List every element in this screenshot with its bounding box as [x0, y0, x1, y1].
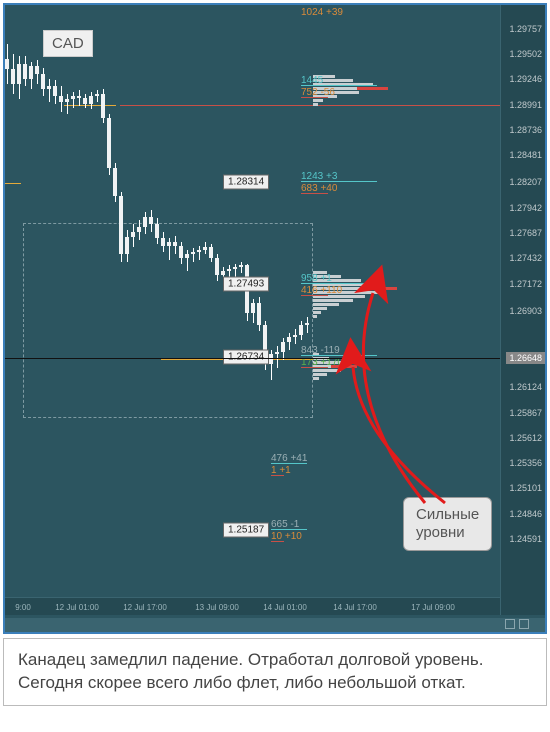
price-label: 1.27493 — [223, 277, 269, 292]
y-tick: 1.25867 — [509, 408, 542, 418]
y-tick: 1.26124 — [509, 382, 542, 392]
current-price-hline — [5, 358, 504, 359]
y-tick: 1.29757 — [509, 24, 542, 34]
info-value-top: 665 -1 — [271, 519, 299, 530]
caption-box: Канадец замедлил падение. Отработал долг… — [3, 638, 547, 706]
y-tick: 1.28736 — [509, 125, 542, 135]
y-tick: 1.27687 — [509, 228, 542, 238]
price-label: 1.25187 — [223, 523, 269, 538]
info-value-top: 1024 +39 — [301, 7, 343, 18]
y-tick: 1.28991 — [509, 100, 542, 110]
x-tick: 14 Jul 01:00 — [263, 603, 307, 612]
info-value-top: 1445 — [301, 75, 323, 86]
status-icon[interactable] — [505, 619, 515, 629]
chart-area[interactable]: 1.28314 1.27493 1.26734 1.25187 1024 +39 144… — [5, 5, 504, 615]
x-tick: 9:00 — [15, 603, 31, 612]
y-tick: 1.29246 — [509, 74, 542, 84]
y-tick: 1.29502 — [509, 49, 542, 59]
status-bar — [5, 618, 545, 632]
y-tick: 1.25356 — [509, 458, 542, 468]
info-value-bot: 752 -56 — [301, 87, 335, 98]
x-tick: 17 Jul 09:00 — [411, 603, 455, 612]
y-tick: 1.26903 — [509, 306, 542, 316]
y-axis: 1.29757 1.29502 1.29246 1.28991 1.28736 1.284… — [500, 5, 545, 615]
price-label: 1.28314 — [223, 175, 269, 190]
y-tick: 1.28481 — [509, 150, 542, 160]
info-value-bot: 1 +1 — [271, 465, 291, 476]
x-tick: 12 Jul 01:00 — [55, 603, 99, 612]
y-tick: 1.28207 — [509, 177, 542, 187]
info-value-bot: 10 +10 — [271, 531, 302, 542]
y-tick: 1.27942 — [509, 203, 542, 213]
x-tick: 12 Jul 17:00 — [123, 603, 167, 612]
x-axis: 9:00 12 Jul 01:00 12 Jul 17:00 13 Jul 09:00… — [5, 597, 504, 615]
status-icon[interactable] — [519, 619, 529, 629]
y-tick: 1.24846 — [509, 509, 542, 519]
callout-strong-levels: Сильные уровни — [403, 497, 492, 551]
info-value-top: 958 +1 — [301, 273, 332, 284]
chart-frame: 1.28314 1.27493 1.26734 1.25187 1024 +39 144… — [3, 3, 547, 634]
info-value-bot: 416 +110 — [301, 285, 342, 296]
y-tick: 1.24591 — [509, 534, 542, 544]
info-value-top: 1243 +3 — [301, 171, 337, 182]
price-label: 1.26734 — [223, 350, 269, 365]
info-value-bot: 683 +40 — [301, 183, 337, 194]
y-current-price: 1.26648 — [506, 352, 545, 364]
x-tick: 14 Jul 17:00 — [333, 603, 377, 612]
y-tick: 1.25101 — [509, 483, 542, 493]
y-tick: 1.27172 — [509, 279, 542, 289]
y-tick: 1.27432 — [509, 253, 542, 263]
x-tick: 13 Jul 09:00 — [195, 603, 239, 612]
y-tick: 1.25612 — [509, 433, 542, 443]
info-value-top: 843 -119 — [301, 345, 340, 356]
symbol-label: CAD — [43, 30, 93, 57]
info-value-top: 476 +41 — [271, 453, 307, 464]
